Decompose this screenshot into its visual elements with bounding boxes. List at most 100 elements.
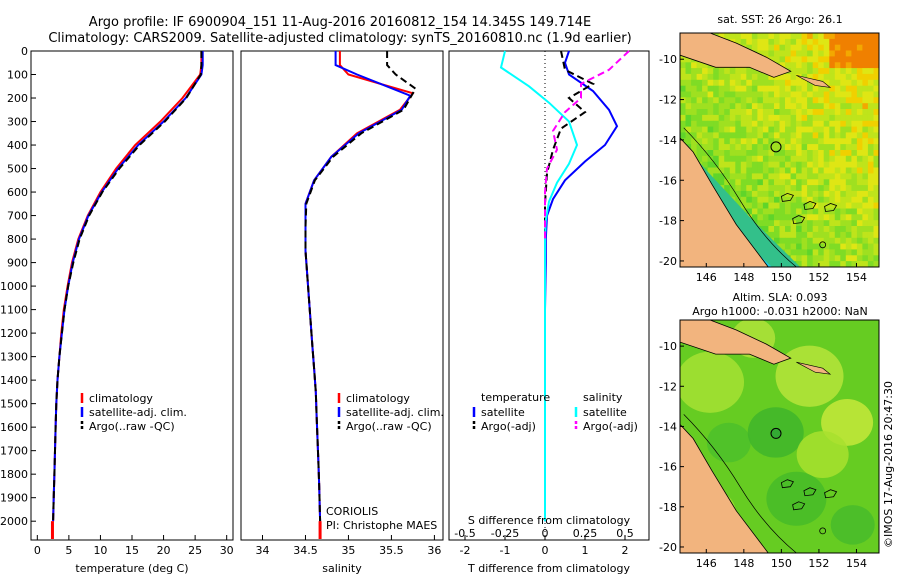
sst-cell (807, 196, 814, 204)
sst-cell (867, 79, 874, 87)
sst-cell (867, 202, 874, 209)
sst-cell (856, 179, 863, 186)
sst-cell (785, 161, 791, 168)
sst-cell (807, 208, 814, 215)
sst-cell (867, 144, 874, 151)
sst-cell (691, 120, 698, 128)
sst-cell (729, 161, 736, 168)
sst-cell (762, 202, 769, 209)
sst-cell (851, 132, 858, 139)
sst-cell (801, 155, 808, 163)
temperature-legend-label: climatology (89, 392, 153, 405)
sst-cell (757, 97, 764, 104)
sst-cell (735, 144, 742, 151)
sst-cell (862, 62, 869, 69)
sst-cell (829, 161, 836, 168)
sst-cell (757, 161, 764, 168)
sst-cell (696, 155, 703, 163)
sst-cell (740, 138, 747, 145)
australia-land (680, 423, 769, 553)
sst-cell (707, 138, 714, 145)
sst-cell (834, 220, 841, 227)
sst-cell (829, 190, 836, 198)
sst-cell (751, 161, 758, 168)
difference-salinity-legend-label: satellite (583, 406, 627, 419)
sst-cell (729, 79, 736, 87)
sst-cell (762, 220, 769, 227)
sst-cell (685, 73, 692, 81)
sst-cell (768, 126, 775, 133)
sst-cell (851, 214, 858, 221)
sst-cell (680, 62, 686, 69)
sst-cell (740, 190, 747, 198)
sst-cell (751, 73, 758, 81)
sst-cell (740, 79, 747, 87)
sst-cell (702, 138, 709, 145)
depth-tick-label: 1700 (0, 445, 28, 458)
sst-cell (707, 79, 714, 87)
sst-cell (713, 167, 720, 174)
sst-cell (757, 91, 764, 98)
sst-cell (812, 38, 819, 46)
sst-cell (867, 196, 874, 204)
sst-cell (823, 243, 830, 250)
sst-cell (702, 114, 709, 122)
sst-cell (785, 56, 791, 63)
sst-cell (840, 38, 847, 46)
sst-cell (707, 103, 714, 110)
sst-cell (785, 138, 791, 145)
sst-cell (867, 167, 874, 174)
sst-cell (696, 62, 703, 69)
sst-cell (823, 155, 830, 163)
sst-cell (829, 185, 836, 192)
sst-cell (680, 103, 686, 110)
sst-cell (735, 109, 742, 116)
sst-cell (713, 114, 720, 122)
sst-cell (762, 85, 769, 92)
sst-cell (707, 144, 714, 151)
sst-cell (696, 97, 703, 104)
sst-cell (812, 109, 819, 116)
sst-cell (845, 114, 852, 122)
sst-cell (680, 97, 686, 104)
sst-cell (823, 226, 830, 233)
sst-cell (735, 114, 742, 122)
sst-cell (856, 114, 863, 122)
salinity-legend-label: Argo(..raw -QC) (346, 420, 432, 433)
sst-cell (790, 190, 797, 198)
sst-cell (873, 103, 879, 110)
sst-cell (801, 161, 808, 168)
sst-cell (774, 173, 780, 180)
map-lon-label: 152 (808, 557, 829, 570)
sst-cell (862, 91, 869, 98)
sst-cell (696, 73, 703, 81)
sst-cell (779, 214, 786, 221)
sst-cell (790, 202, 797, 209)
sst-cell (691, 109, 698, 116)
sst-cell (768, 109, 775, 116)
sst-cell (774, 185, 780, 192)
sst-cell (724, 144, 731, 151)
sst-cell (724, 97, 731, 104)
sst-cell (851, 120, 858, 128)
sst-cell (823, 73, 830, 81)
sst-cell (746, 138, 753, 145)
sst-cell (823, 38, 830, 46)
sst-cell (834, 91, 841, 98)
sst-cell (796, 85, 803, 92)
sst-cell (834, 161, 841, 168)
depth-contour (683, 127, 797, 267)
sst-cell (685, 68, 692, 75)
sst-cell (823, 120, 830, 128)
sst-cell (856, 138, 863, 145)
sst-cell (823, 220, 830, 227)
sst-cell (774, 226, 780, 233)
sst-cell (829, 109, 836, 116)
sst-cell (873, 237, 879, 245)
sst-cell (751, 208, 758, 215)
sst-cell (785, 62, 791, 69)
sst-cell (840, 56, 847, 63)
sst-cell (702, 91, 709, 98)
sst-cell (856, 226, 863, 233)
sst-cell (807, 150, 814, 157)
